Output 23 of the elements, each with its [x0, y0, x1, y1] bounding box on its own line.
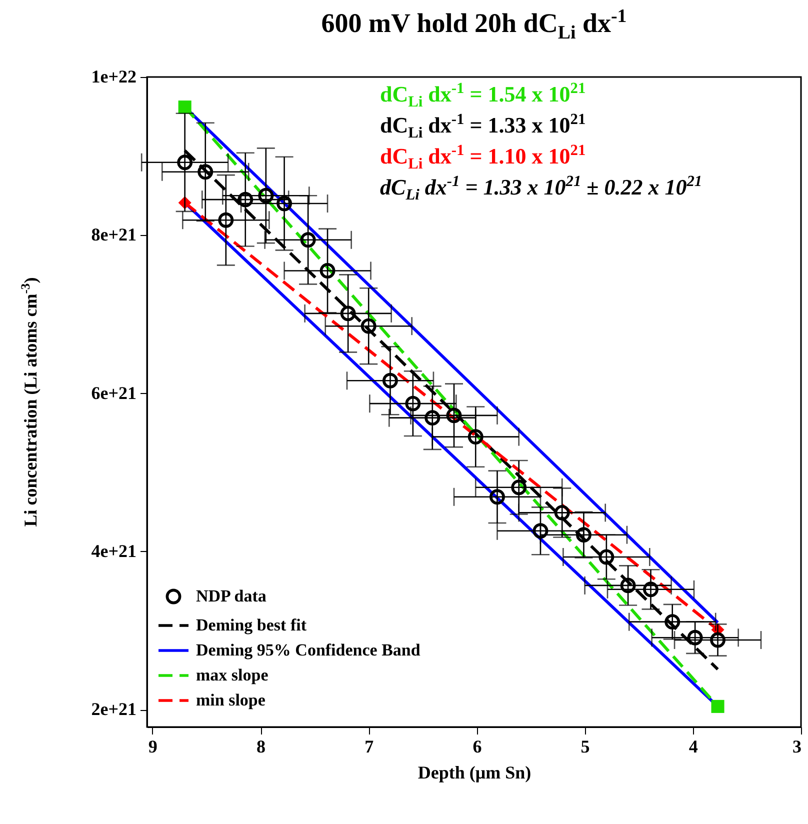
- x-tick-label: 7: [364, 736, 374, 756]
- y-tick-label: 6e+21: [91, 382, 136, 403]
- x-tick-label: 5: [580, 736, 590, 756]
- y-tick-label: 1e+22: [91, 66, 136, 86]
- chart-title: 600 mV hold 20h dC$_{Li}$ dx$^{-1}$: [320, 6, 628, 44]
- legend-label: Deming best fit: [196, 616, 307, 634]
- y-tick-label: 4e+21: [91, 540, 136, 561]
- annotation: dC$_{Li}$ dx$^{-1}$ = 1.10 x 10$^{21}$: [380, 142, 586, 174]
- y-tick-label: 2e+21: [91, 699, 136, 720]
- x-tick-label: 4: [688, 736, 698, 756]
- x-tick-label: 3: [792, 736, 802, 756]
- legend-label: NDP data: [196, 586, 267, 606]
- annotation: dC$_{Li}$ dx$^{-1}$ = 1.33 x 10$^{21}$: [380, 111, 586, 143]
- legend-label: max slope: [196, 666, 269, 684]
- x-axis-title: Depth (μm Sn): [418, 762, 532, 782]
- legend-label: Deming 95% Confidence Band: [196, 640, 421, 660]
- x-tick-label: 6: [472, 736, 482, 756]
- x-tick-label: 8: [256, 736, 266, 756]
- legend-label: min slope: [196, 690, 266, 710]
- y-tick-label: 8e+21: [91, 224, 136, 245]
- annotation: dC$_{Li}$ dx$^{-1}$ = 1.54 x 10$^{21}$: [380, 80, 586, 112]
- annotation: dC$_{Li}$ dx$^{-1}$ = 1.33 x 10$^{21}$ ± 0.22 x 10$^{21}$: [380, 173, 702, 205]
- x-tick-label: 9: [148, 736, 158, 756]
